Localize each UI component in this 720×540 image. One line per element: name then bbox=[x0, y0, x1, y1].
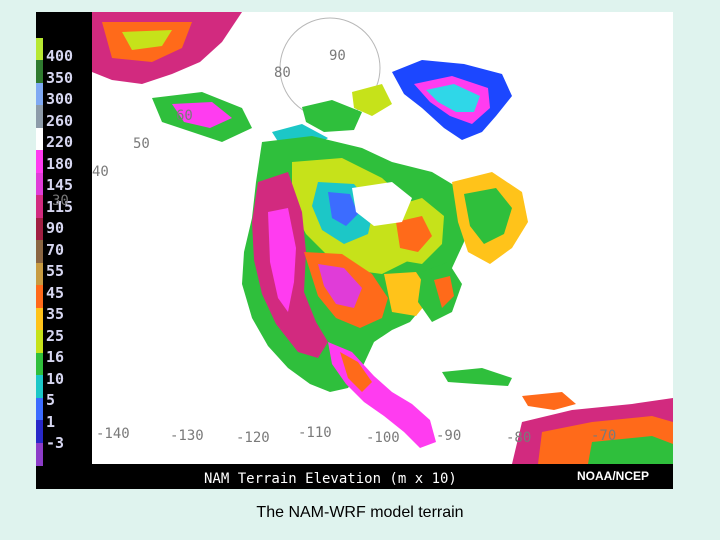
legend-swatch bbox=[36, 420, 43, 444]
legend-swatch bbox=[36, 307, 43, 332]
longitude-label: -110 bbox=[298, 425, 332, 441]
legend-value-label: 70 bbox=[46, 240, 65, 259]
legend-swatch bbox=[36, 217, 43, 242]
latitude-label: 50 bbox=[133, 136, 150, 152]
legend-value-label: 145 bbox=[46, 176, 74, 194]
legend-value-label: 55 bbox=[46, 262, 65, 280]
legend-value-label: 16 bbox=[46, 348, 65, 366]
legend-swatch bbox=[36, 195, 43, 219]
legend-swatch bbox=[36, 330, 43, 354]
legend-value-label: 10 bbox=[46, 369, 65, 388]
legend-swatch bbox=[36, 82, 43, 107]
longitude-label: -70 bbox=[591, 428, 617, 444]
legend-value-label: 5 bbox=[46, 391, 56, 409]
longitude-label: -100 bbox=[366, 430, 400, 446]
longitude-label: -80 bbox=[506, 430, 532, 446]
latitude-label: 60 bbox=[176, 108, 193, 124]
legend-value-label: 1 bbox=[46, 412, 56, 431]
longitude-label: -90 bbox=[436, 428, 462, 444]
legend-value-label: 400 bbox=[46, 47, 74, 65]
legend-value-label: 45 bbox=[46, 283, 65, 302]
legend-swatch bbox=[36, 262, 43, 287]
legend-swatch bbox=[36, 38, 43, 62]
legend-value-label: 35 bbox=[46, 305, 65, 323]
terrain-map-graphic bbox=[92, 12, 673, 464]
legend-swatch bbox=[36, 105, 43, 129]
legend-value-label: 115 bbox=[46, 197, 74, 216]
legend-value-label: 260 bbox=[46, 111, 74, 130]
legend-swatch bbox=[36, 442, 43, 466]
legend-swatch bbox=[36, 127, 43, 152]
longitude-label: -130 bbox=[170, 428, 204, 444]
legend-value-label: 300 bbox=[46, 90, 74, 108]
figure-caption: The NAM-WRF model terrain bbox=[256, 504, 464, 521]
legend-swatch bbox=[36, 397, 43, 422]
legend-value-label: 25 bbox=[46, 326, 65, 345]
legend-swatch bbox=[36, 172, 43, 197]
longitude-label: -140 bbox=[96, 426, 130, 442]
latitude-label: 40 bbox=[92, 164, 109, 180]
terrain-map-panel: 400 350 300 260 220 180 145 115 90 70 55 45 35 25 16 10… bbox=[36, 12, 673, 489]
map-title: NAM Terrain Elevation (m x 10) bbox=[204, 471, 457, 487]
latitude-label: 80 bbox=[274, 65, 291, 81]
legend-value-label: 180 bbox=[46, 154, 74, 173]
legend-swatch bbox=[36, 150, 43, 174]
legend-swatch bbox=[36, 60, 43, 84]
elevation-color-legend bbox=[36, 38, 43, 466]
latitude-label: 90 bbox=[329, 48, 346, 64]
map-credit: NOAA/NCEP bbox=[577, 469, 650, 483]
legend-swatch bbox=[36, 352, 43, 377]
legend-value-label: 350 bbox=[46, 68, 74, 87]
legend-value-label: 220 bbox=[46, 133, 74, 151]
legend-value-label: -3 bbox=[46, 434, 65, 452]
legend-swatch bbox=[36, 285, 43, 309]
longitude-label: -120 bbox=[236, 430, 270, 446]
legend-swatch bbox=[36, 240, 43, 264]
terrain-map bbox=[92, 12, 673, 464]
legend-value-label: 90 bbox=[46, 219, 65, 237]
legend-swatch bbox=[36, 375, 43, 399]
latitude-label: 30 bbox=[52, 193, 69, 209]
